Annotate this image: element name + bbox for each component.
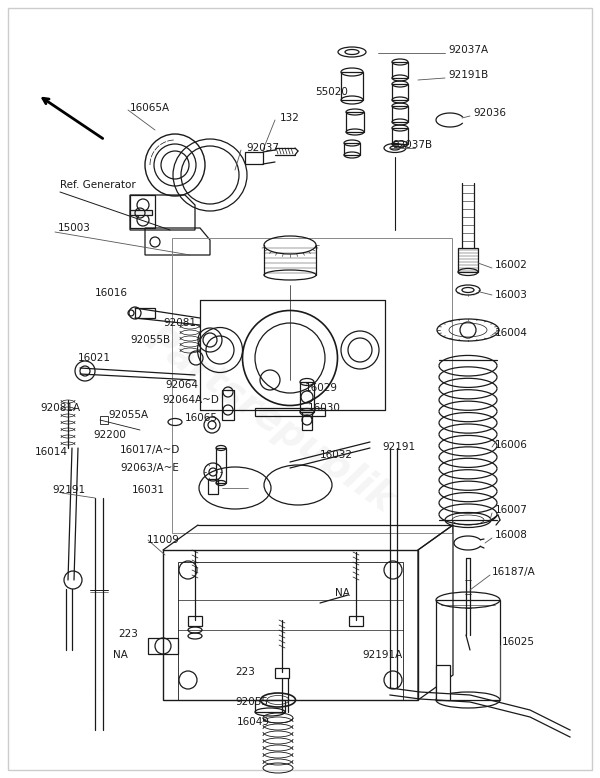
Text: 92055B: 92055B — [130, 335, 170, 345]
Bar — [135, 308, 155, 318]
Text: 92055: 92055 — [235, 697, 268, 707]
Text: 16003: 16003 — [495, 290, 528, 300]
Text: 16049: 16049 — [237, 717, 270, 727]
Text: 11009: 11009 — [147, 535, 180, 545]
Bar — [188, 616, 202, 626]
Text: 223: 223 — [118, 629, 138, 639]
Text: 92037: 92037 — [246, 143, 279, 153]
Text: 16021: 16021 — [78, 353, 111, 363]
Bar — [458, 248, 478, 272]
Text: 16006: 16006 — [495, 440, 528, 450]
Text: 16017/A~D: 16017/A~D — [120, 445, 181, 455]
Text: 132: 132 — [280, 113, 300, 123]
Bar — [392, 106, 408, 122]
Bar — [341, 72, 363, 100]
Text: 92037A: 92037A — [448, 45, 488, 55]
Text: 92191B: 92191B — [448, 70, 488, 80]
Text: 92036: 92036 — [473, 108, 506, 118]
Text: NA: NA — [335, 588, 350, 598]
Text: 16016: 16016 — [95, 288, 128, 298]
Text: 92200: 92200 — [93, 430, 126, 440]
Bar — [148, 638, 178, 654]
Bar — [436, 600, 500, 700]
Bar — [245, 152, 263, 164]
Bar — [392, 84, 408, 100]
Bar — [163, 550, 418, 700]
Polygon shape — [130, 210, 152, 215]
Bar — [222, 390, 234, 420]
Text: 16031: 16031 — [132, 485, 165, 495]
Text: 16065: 16065 — [185, 413, 218, 423]
Bar — [346, 112, 364, 132]
Text: 92191: 92191 — [382, 442, 415, 452]
Bar — [178, 562, 403, 700]
Text: 92063/A~E: 92063/A~E — [120, 463, 179, 473]
Bar — [275, 668, 289, 678]
Text: 16030: 16030 — [308, 403, 341, 413]
Bar — [302, 412, 312, 430]
Text: 92081: 92081 — [163, 318, 196, 328]
Text: 16025: 16025 — [502, 637, 535, 647]
Bar — [436, 665, 450, 700]
Bar — [255, 408, 325, 416]
Bar — [392, 62, 408, 78]
Text: 16002: 16002 — [495, 260, 528, 270]
Bar — [255, 700, 285, 712]
Text: 16187/A: 16187/A — [492, 567, 536, 577]
Text: 92064A~D: 92064A~D — [162, 395, 219, 405]
Bar — [344, 143, 360, 155]
Text: 92064: 92064 — [165, 380, 198, 390]
Text: Ref. Generator: Ref. Generator — [60, 180, 136, 190]
Bar — [349, 616, 363, 626]
Text: 16029: 16029 — [305, 383, 338, 393]
Text: 92191A: 92191A — [362, 650, 402, 660]
Text: 55020: 55020 — [315, 87, 348, 97]
Text: 16065A: 16065A — [130, 103, 170, 113]
Text: 16032: 16032 — [320, 450, 353, 460]
Bar — [392, 128, 408, 144]
Text: 92037B: 92037B — [392, 140, 432, 150]
Text: NA: NA — [113, 650, 128, 660]
Bar — [208, 479, 218, 494]
Text: 15003: 15003 — [58, 223, 91, 233]
Text: 16004: 16004 — [495, 328, 528, 338]
Bar — [172, 238, 452, 533]
Text: 16007: 16007 — [495, 505, 528, 515]
Text: 16014: 16014 — [35, 447, 68, 457]
Text: 92081A: 92081A — [40, 403, 80, 413]
Bar — [216, 448, 226, 483]
Text: 16008: 16008 — [495, 530, 528, 540]
Text: 92191: 92191 — [52, 485, 85, 495]
Text: 92055A: 92055A — [108, 410, 148, 420]
Text: Partsrepublik: Partsrepublik — [139, 320, 401, 520]
Text: 223: 223 — [235, 667, 255, 677]
Bar — [300, 382, 314, 412]
Bar — [100, 416, 108, 424]
